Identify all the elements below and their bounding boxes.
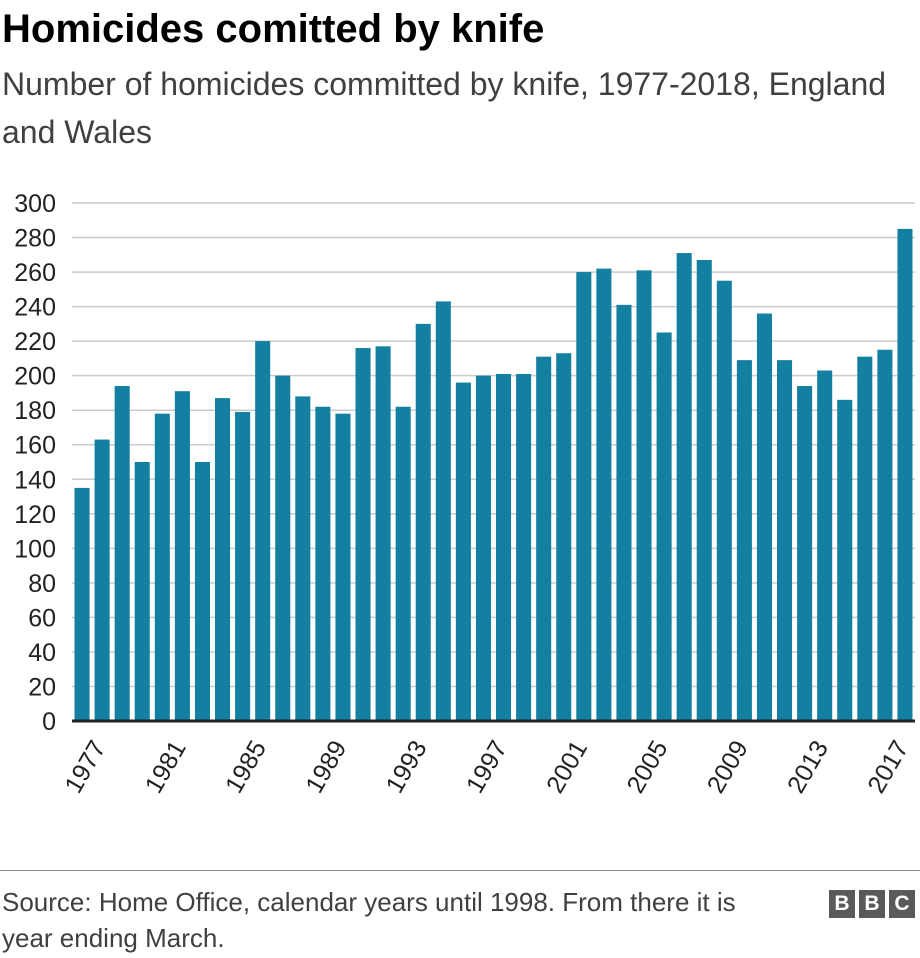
y-tick-label: 80 xyxy=(28,570,56,598)
bar-2009 xyxy=(716,280,732,721)
bar-2018 xyxy=(897,228,913,721)
bars xyxy=(74,228,913,721)
bar-2003 xyxy=(596,268,612,721)
bar-1998 xyxy=(496,373,512,721)
y-tick-label: 300 xyxy=(14,190,56,218)
bar-1992 xyxy=(375,346,391,721)
bar-1987 xyxy=(275,375,291,721)
y-tick-label: 140 xyxy=(14,466,56,494)
x-tick-label: 1977 xyxy=(59,736,111,798)
logo-letter-b2: B xyxy=(859,890,885,918)
y-tick-label: 120 xyxy=(14,501,56,529)
bar-1993 xyxy=(395,406,411,721)
bar-2010 xyxy=(736,360,752,721)
bar-2001 xyxy=(556,353,572,721)
bar-1990 xyxy=(335,413,351,721)
y-tick-label: 160 xyxy=(14,432,56,460)
y-tick-label: 0 xyxy=(42,708,56,736)
bar-2011 xyxy=(756,313,772,721)
x-tick-label: 1981 xyxy=(140,736,192,798)
bar-2008 xyxy=(696,259,712,721)
x-tick-label: 2005 xyxy=(621,736,673,798)
bar-1984 xyxy=(215,398,231,721)
bbc-logo: B B C xyxy=(829,890,915,918)
y-tick-label: 180 xyxy=(14,397,56,425)
y-tick-label: 40 xyxy=(28,639,56,667)
bar-1988 xyxy=(295,396,311,721)
y-tick-label: 280 xyxy=(14,225,56,253)
bar-2004 xyxy=(616,304,632,721)
y-tick-label: 200 xyxy=(14,363,56,391)
y-axis-labels: 0 20 40 60 80 100 120 140 160 180 200 220 240 260 280 3… xyxy=(14,190,56,736)
bar-2012 xyxy=(777,360,793,721)
x-tick-label: 2013 xyxy=(782,736,834,798)
y-tick-label: 220 xyxy=(14,328,56,356)
bar-2005 xyxy=(636,270,652,721)
y-tick-label: 240 xyxy=(14,294,56,322)
x-tick-label: 2009 xyxy=(702,736,754,798)
x-tick-label: 1993 xyxy=(381,736,433,798)
bar-chart: 0 20 40 60 80 100 120 140 160 180 200 220 240 260 280 3… xyxy=(14,190,915,798)
bar-1983 xyxy=(194,462,210,721)
bar-1995 xyxy=(435,301,451,721)
bar-1996 xyxy=(455,382,471,721)
bar-1999 xyxy=(516,373,532,721)
bar-1980 xyxy=(134,462,150,721)
x-axis-labels: 1977 1981 1985 1989 1993 1997 2001 2005 2009 2013… xyxy=(59,736,914,798)
source-note: Source: Home Office, calendar years unti… xyxy=(2,887,736,953)
bar-2006 xyxy=(656,332,672,721)
bar-2007 xyxy=(676,253,692,721)
logo-letter-b1: B xyxy=(829,890,855,918)
bar-2013 xyxy=(797,386,813,721)
x-tick-label: 2001 xyxy=(541,736,593,798)
bar-1994 xyxy=(415,323,431,721)
bar-1986 xyxy=(255,341,271,721)
bar-2000 xyxy=(536,356,552,721)
bar-1979 xyxy=(114,386,130,721)
chart-title: Homicides comitted by knife xyxy=(2,7,545,51)
x-tick-label: 1985 xyxy=(220,736,272,798)
bar-1985 xyxy=(235,411,251,721)
bar-1997 xyxy=(475,375,491,721)
bar-2014 xyxy=(817,370,833,721)
bar-1977 xyxy=(74,487,90,721)
bar-1978 xyxy=(94,439,110,721)
chart-subtitle: Number of homicides committed by knife, … xyxy=(2,66,887,150)
bar-1991 xyxy=(355,348,371,721)
y-tick-label: 60 xyxy=(28,604,56,632)
logo-letter-c: C xyxy=(889,890,915,918)
y-tick-label: 260 xyxy=(14,259,56,287)
gridlines xyxy=(72,202,915,688)
bar-2015 xyxy=(837,399,853,721)
x-tick-label: 1997 xyxy=(461,736,513,798)
bar-1989 xyxy=(315,406,331,721)
bar-2002 xyxy=(576,272,592,721)
footer-divider xyxy=(0,870,920,871)
bar-2017 xyxy=(877,349,893,721)
y-tick-label: 20 xyxy=(28,673,56,701)
bar-2016 xyxy=(857,356,873,721)
x-tick-label: 2017 xyxy=(862,736,914,798)
y-tick-label: 100 xyxy=(14,535,56,563)
bar-1982 xyxy=(174,391,190,721)
x-tick-label: 1989 xyxy=(300,736,352,798)
bar-1981 xyxy=(154,413,170,721)
